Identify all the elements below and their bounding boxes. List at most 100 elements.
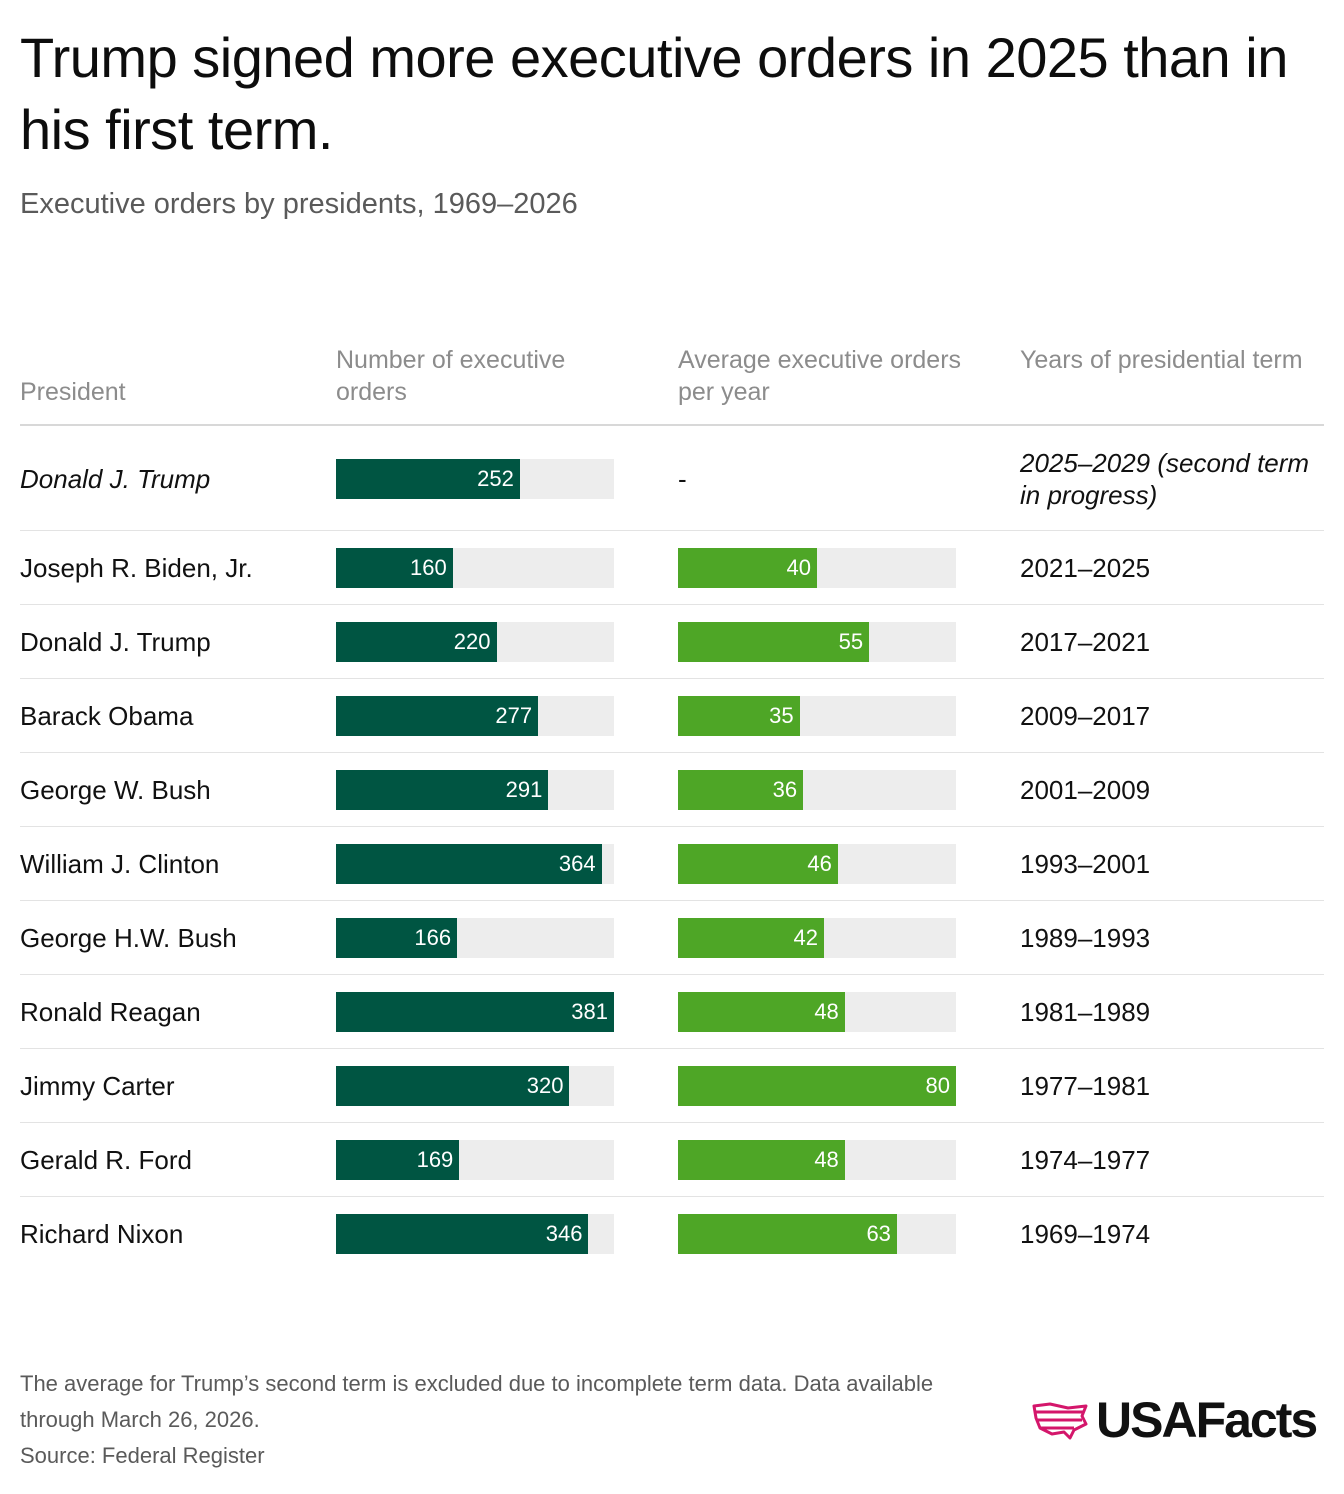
term-years: 2017–2021 xyxy=(1020,627,1151,657)
chart-subtitle: Executive orders by presidents, 1969–202… xyxy=(20,188,578,220)
average-value-label: 55 xyxy=(838,629,864,654)
row-divider xyxy=(20,1122,1324,1123)
orders-value-label: 320 xyxy=(526,1073,564,1098)
orders-bar-track: 346 xyxy=(336,1214,614,1254)
orders-value-label: 364 xyxy=(558,851,596,876)
average-bar-track: 42 xyxy=(678,918,956,958)
average-bar-track: 48 xyxy=(678,1140,956,1180)
term-years: 1977–1981 xyxy=(1020,1071,1151,1101)
average-value-label: 40 xyxy=(786,555,811,580)
row-divider xyxy=(20,974,1324,975)
term-years: 2021–2025 xyxy=(1020,553,1151,583)
president-name: Donald J. Trump xyxy=(20,463,211,494)
header-president: President xyxy=(20,378,126,406)
orders-bar-track: 320 xyxy=(336,1066,614,1106)
row-divider xyxy=(20,604,1324,605)
orders-value-label: 169 xyxy=(416,1147,454,1172)
term-years: 2009–2017 xyxy=(1020,701,1151,731)
average-bar: 55 xyxy=(678,622,870,662)
average-bar-track: 63 xyxy=(678,1214,956,1254)
orders-bar: 291 xyxy=(336,770,549,810)
president-name: George H.W. Bush xyxy=(20,923,237,953)
table-row: Donald J. Trump 252 - 2025–2029 (second ter… xyxy=(20,426,1324,531)
source-note: Source: Federal Register xyxy=(20,1443,265,1468)
table-row: Richard Nixon 346 63 1969–1974 xyxy=(20,1197,1324,1271)
average-bar: 40 xyxy=(678,548,817,588)
row-divider xyxy=(20,1196,1324,1197)
table-row: George W. Bush 291 36 2001–2009 xyxy=(20,753,1324,827)
row-divider xyxy=(20,752,1324,753)
orders-value-label: 346 xyxy=(545,1221,583,1246)
orders-bar-track: 291 xyxy=(336,770,614,810)
orders-bar: 277 xyxy=(336,696,539,736)
table-row: Barack Obama 277 35 2009–2017 xyxy=(20,679,1324,753)
row-divider xyxy=(20,1048,1324,1049)
average-bar-track: 48 xyxy=(678,992,956,1032)
president-name: Jimmy Carter xyxy=(20,1071,175,1101)
average-value-label: 35 xyxy=(769,703,794,728)
president-name: Ronald Reagan xyxy=(20,997,201,1027)
average-bar: 35 xyxy=(678,696,800,736)
row-divider xyxy=(20,826,1324,827)
table-row: Ronald Reagan 381 48 1981–1989 xyxy=(20,975,1324,1049)
orders-value-label: 277 xyxy=(495,703,533,728)
president-name: Gerald R. Ford xyxy=(20,1145,192,1175)
term-years: 1993–2001 xyxy=(1020,849,1151,879)
average-value-label: 63 xyxy=(866,1221,891,1246)
term-years: 1989–1993 xyxy=(1020,923,1151,953)
table-row: Jimmy Carter 320 80 1977–1981 xyxy=(20,1049,1324,1123)
orders-value-label: 291 xyxy=(505,777,543,802)
usafacts-logo: USAFacts xyxy=(1030,1392,1326,1448)
average-bar: 46 xyxy=(678,844,838,884)
header-number-of-orders: Number of executive orders xyxy=(336,346,566,406)
orders-bar-track: 166 xyxy=(336,918,614,958)
term-years: 2001–2009 xyxy=(1020,775,1151,805)
orders-bar: 364 xyxy=(336,844,602,884)
orders-bar-track: 381 xyxy=(336,992,614,1032)
orders-bar-track: 364 xyxy=(336,844,614,884)
orders-value-label: 166 xyxy=(414,925,452,950)
orders-bar: 160 xyxy=(336,548,453,588)
president-name: Barack Obama xyxy=(20,701,194,731)
orders-bar: 346 xyxy=(336,1214,589,1254)
average-bar-track: 80 xyxy=(678,1066,956,1106)
orders-bar: 169 xyxy=(336,1140,460,1180)
table-row: William J. Clinton 364 46 1993–2001 xyxy=(20,827,1324,901)
average-bar-track: 55 xyxy=(678,622,956,662)
table-row: George H.W. Bush 166 42 1989–1993 xyxy=(20,901,1324,975)
average-value-label: 46 xyxy=(807,851,832,876)
average-bar: 36 xyxy=(678,770,804,810)
header-years-of-term: Years of presidential term xyxy=(1020,346,1303,374)
term-years: 1981–1989 xyxy=(1020,997,1151,1027)
orders-value-label: 220 xyxy=(453,629,491,654)
average-value-label: 48 xyxy=(814,1147,839,1172)
average-bar-track: 35 xyxy=(678,696,956,736)
logo-text: USAFacts xyxy=(1096,1392,1318,1448)
average-value-label: 42 xyxy=(793,925,818,950)
average-value-label: 48 xyxy=(814,999,839,1024)
header-divider xyxy=(20,424,1324,426)
orders-bar: 220 xyxy=(336,622,497,662)
table-row: Joseph R. Biden, Jr. 160 40 2021–2025 xyxy=(20,531,1324,605)
orders-bar: 166 xyxy=(336,918,458,958)
term-years: 2025–2029 (second term in progress) xyxy=(1020,447,1310,510)
average-bar-track: 46 xyxy=(678,844,956,884)
average-bar: 48 xyxy=(678,992,845,1032)
orders-bar-track: 252 xyxy=(336,458,614,499)
row-divider xyxy=(20,678,1324,679)
president-name: Joseph R. Biden, Jr. xyxy=(20,553,253,583)
orders-bar: 381 xyxy=(336,992,614,1032)
orders-value-label: 160 xyxy=(410,555,447,580)
orders-bar-track: 277 xyxy=(336,696,614,736)
term-years: 1969–1974 xyxy=(1020,1219,1151,1249)
row-divider xyxy=(20,900,1324,901)
usa-map-stripes-icon xyxy=(1032,1402,1088,1440)
chart-title: Trump signed more executive orders in 20… xyxy=(20,26,1288,161)
term-years: 1974–1977 xyxy=(1020,1145,1151,1175)
orders-bar: 252 xyxy=(336,458,520,499)
average-bar: 63 xyxy=(678,1214,897,1254)
orders-bar-track: 220 xyxy=(336,622,614,662)
average-bar: 48 xyxy=(678,1140,845,1180)
average-bar-track: 40 xyxy=(678,548,956,588)
average-bar: 42 xyxy=(678,918,824,958)
